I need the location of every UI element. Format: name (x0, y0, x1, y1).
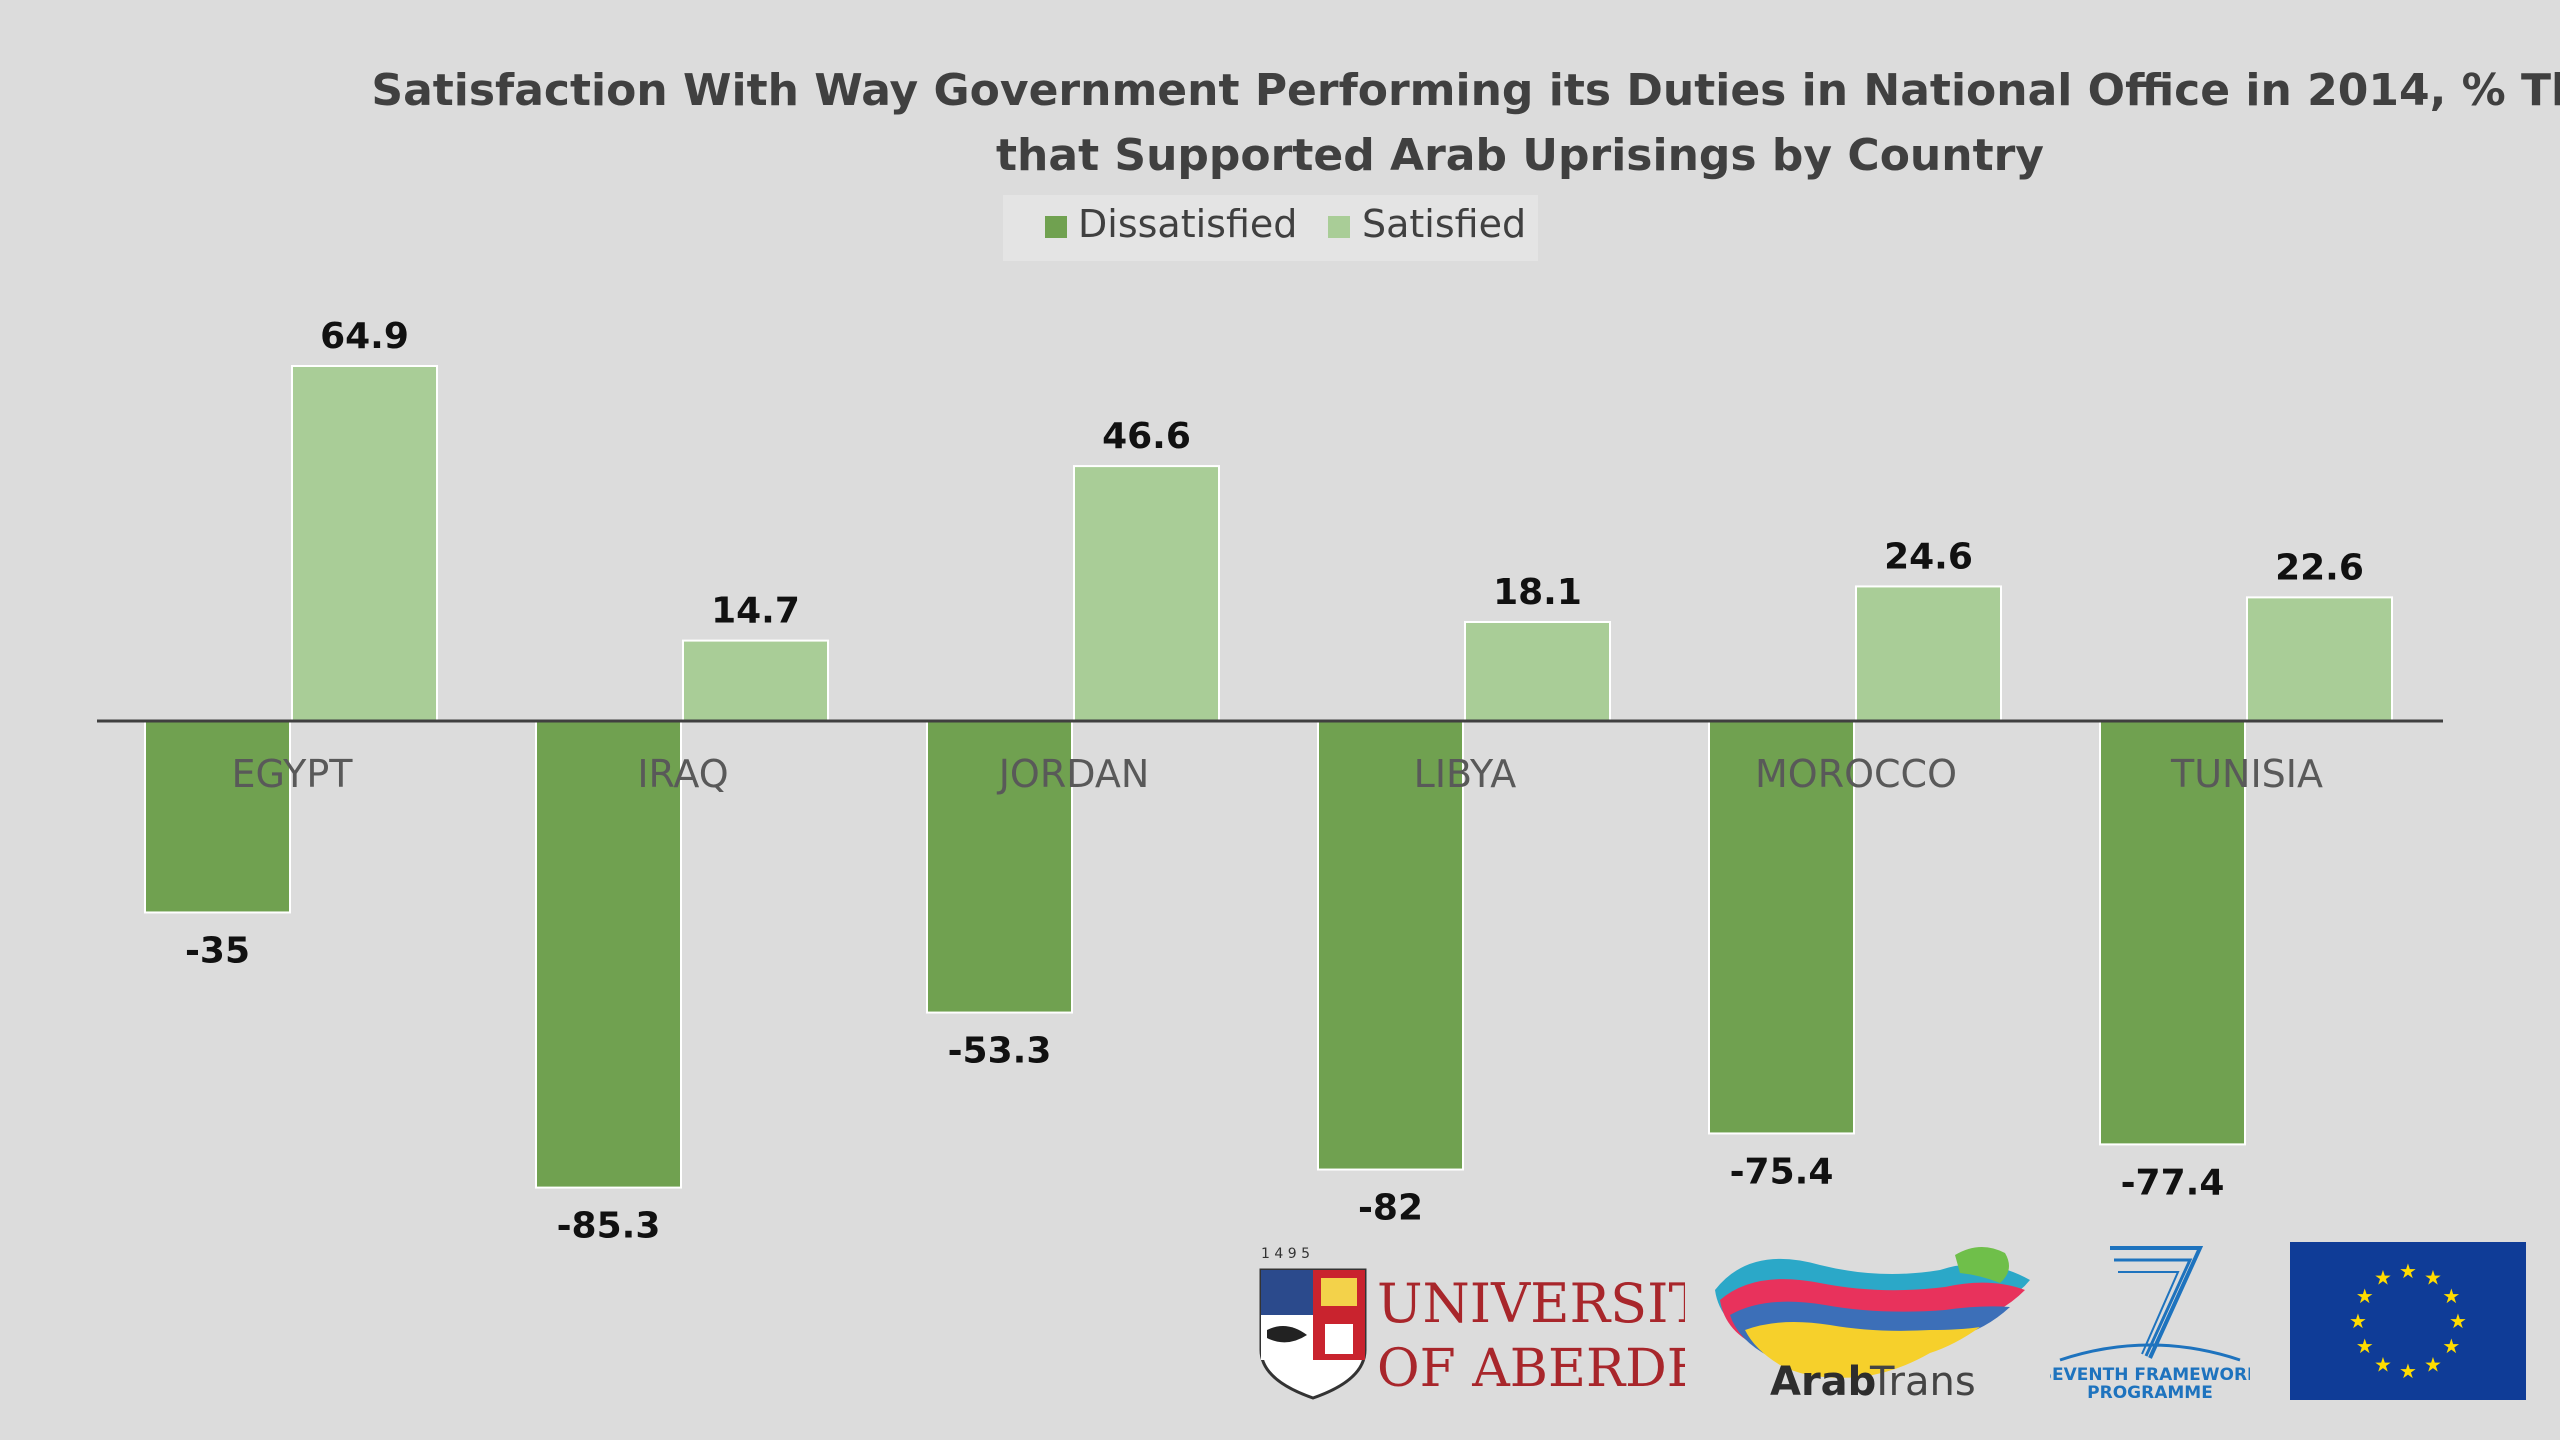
bar-dissatisfied-tunisia (2099, 720, 2246, 1146)
chart-title: Satisfaction With Way Government Perform… (371, 65, 2560, 181)
bar-satisfied-libya (1464, 620, 1611, 722)
bar-satisfied-morocco (1855, 585, 2002, 722)
value-labels: -35 64.9 -85.3 14.7 -53.3 46.6 -82 18.1 -75.4 24.… (185, 316, 2364, 1247)
category-label-jordan: JORDAN (997, 752, 1150, 796)
seventh-framework-programme-logo: SEVENTH FRAMEWORK PROGRAMME (2050, 1246, 2250, 1403)
bar-dissatisfied-libya (1317, 720, 1464, 1171)
value-label-satisfied-morocco: 24.6 (1884, 536, 1973, 577)
value-label-satisfied-jordan: 46.6 (1102, 416, 1191, 457)
bar-dissatisfied-iraq (535, 720, 682, 1189)
category-label-iraq: IRAQ (637, 752, 728, 796)
arabtrans-logo: Arab Trans (1715, 1246, 2030, 1405)
svg-text:OF ABERDEEN: OF ABERDEEN (1377, 1339, 1685, 1399)
bars (144, 364, 2393, 1189)
value-label-dissatisfied-egypt: -35 (185, 930, 250, 971)
value-label-satisfied-iraq: 14.7 (711, 591, 800, 632)
value-label-dissatisfied-libya: -82 (1358, 1188, 1423, 1229)
value-label-dissatisfied-jordan: -53.3 (948, 1031, 1052, 1072)
legend-background (1003, 195, 1538, 261)
value-label-dissatisfied-morocco: -75.4 (1730, 1151, 1834, 1192)
category-label-morocco: MOROCCO (1755, 752, 1957, 796)
eu-star-icon: ★ (2424, 1266, 2442, 1290)
bar-dissatisfied-egypt (144, 720, 291, 914)
eu-star-icon: ★ (2449, 1309, 2467, 1333)
chart-title-line-2: that Supported Arab Uprisings by Country (996, 130, 2044, 181)
eu-star-icon: ★ (2442, 1334, 2460, 1358)
category-label-libya: LIBYA (1414, 752, 1517, 796)
eu-star-icon: ★ (2356, 1284, 2374, 1308)
svg-text:Trans: Trans (1869, 1359, 1976, 1405)
bar-dissatisfied-morocco (1708, 720, 1855, 1135)
legend-swatch-satisfied (1328, 216, 1350, 238)
eu-star-icon: ★ (2424, 1352, 2442, 1376)
bar-satisfied-tunisia (2246, 596, 2393, 722)
eu-star-icon: ★ (2442, 1284, 2460, 1308)
chart-title-line-1: Satisfaction With Way Government Perform… (371, 65, 2560, 116)
value-label-satisfied-tunisia: 22.6 (2275, 547, 2364, 588)
legend-label-dissatisfied: Dissatisfied (1078, 202, 1297, 246)
svg-text:PROGRAMME: PROGRAMME (2087, 1383, 2213, 1403)
category-label-tunisia: TUNISIA (2170, 752, 2323, 796)
svg-text:1 4 9 5: 1 4 9 5 (1261, 1246, 1310, 1262)
category-label-egypt: EGYPT (232, 752, 354, 796)
value-label-dissatisfied-iraq: -85.3 (557, 1206, 661, 1247)
bar-satisfied-egypt (291, 364, 438, 722)
category-labels: EGYPT IRAQ JORDAN LIBYA MOROCCO TUNISIA (232, 752, 2323, 796)
legend-swatch-dissatisfied (1045, 216, 1067, 238)
university-of-aberdeen-logo: 1 4 9 5 UNIVERSITY OF ABERDEEN (1259, 1246, 1685, 1400)
svg-text:UNIVERSITY: UNIVERSITY (1377, 1272, 1685, 1335)
eu-flag-logo: ★ ★★★★★★★★★★★ (2290, 1242, 2526, 1400)
eu-star-icon: ★ (2399, 1259, 2417, 1283)
eu-star-icon: ★ (2349, 1309, 2367, 1333)
eu-star-icon: ★ (2356, 1334, 2374, 1358)
eu-stars: ★ ★★★★★★★★★★★ (2349, 1259, 2467, 1383)
value-label-dissatisfied-tunisia: -77.4 (2121, 1162, 2225, 1203)
eu-star-icon: ★ (2399, 1359, 2417, 1383)
value-label-satisfied-libya: 18.1 (1493, 572, 1582, 613)
svg-text:Arab: Arab (1770, 1359, 1876, 1405)
svg-text:SEVENTH FRAMEWORK: SEVENTH FRAMEWORK (2050, 1365, 2250, 1385)
bar-satisfied-iraq (682, 639, 829, 722)
legend-label-satisfied: Satisfied (1362, 202, 1526, 246)
eu-star-icon: ★ (2374, 1266, 2392, 1290)
value-label-satisfied-egypt: 64.9 (320, 316, 409, 357)
legend: Dissatisfied Satisfied (1003, 195, 1538, 261)
bar-satisfied-jordan (1073, 465, 1220, 722)
eu-star-icon: ★ (2374, 1352, 2392, 1376)
